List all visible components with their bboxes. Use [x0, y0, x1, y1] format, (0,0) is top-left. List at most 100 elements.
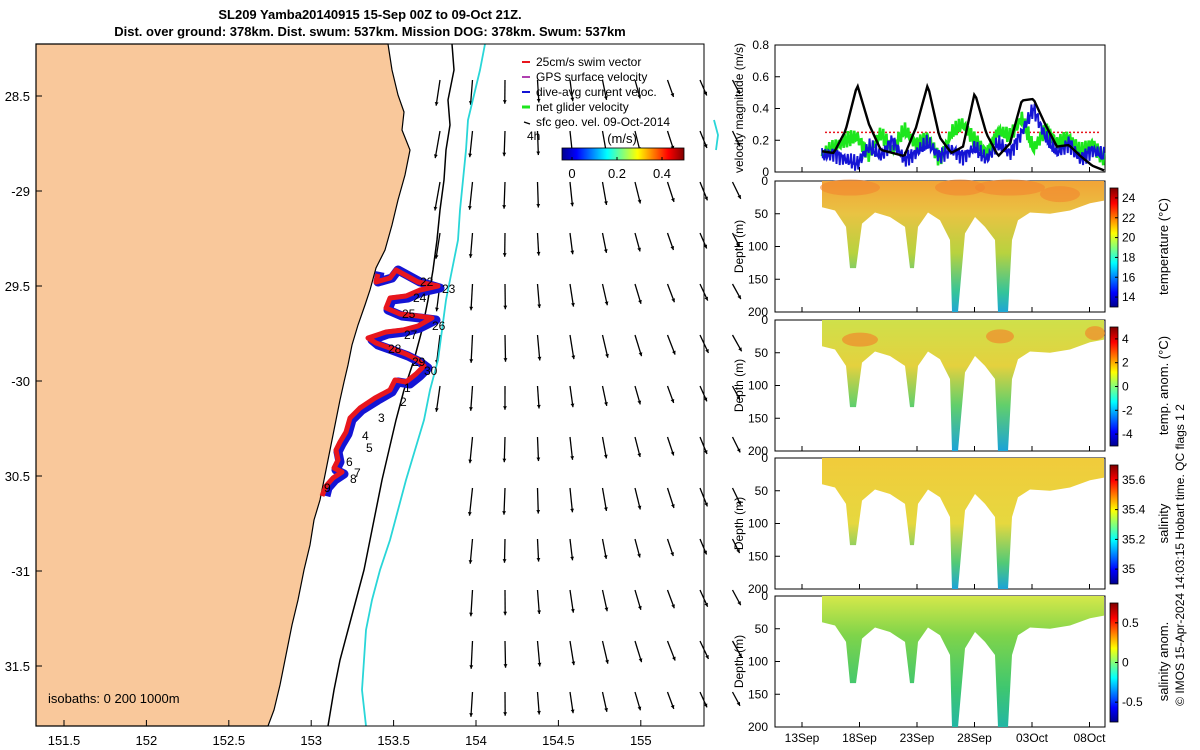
time-tick-label: 23Sep — [900, 731, 935, 745]
isobath-label: isobaths: 0 200 1000m — [48, 691, 180, 706]
section-cbar-tick-label: 20 — [1122, 231, 1136, 245]
track-day-label: 5 — [366, 441, 373, 455]
velocity-arrow-head — [570, 403, 575, 408]
legend-label: 25cm/s swim vector — [536, 55, 641, 69]
map-y-tick-label: 30.5 — [5, 469, 30, 484]
section-ylabel: Depth (m) — [732, 635, 746, 688]
velocity-arrow-head — [570, 709, 575, 714]
section-y-tick-label: 200 — [748, 444, 768, 458]
track-day-label: 3 — [378, 411, 385, 425]
map-x-tick-label: 154.5 — [542, 733, 575, 748]
section-cbar-tick-label: -0.5 — [1122, 695, 1143, 709]
section-cbar-tick-label: -2 — [1122, 403, 1133, 417]
velocity-arrow-head — [638, 299, 642, 304]
velocity-arrow-head — [537, 356, 542, 361]
section-ylabel: Depth (m) — [732, 497, 746, 550]
velocity-arrow-head — [637, 553, 641, 558]
velocity-arrow-head — [502, 511, 507, 515]
velocity-arrow-head — [670, 398, 675, 403]
velocity-arrow-head — [670, 451, 675, 456]
velocity-arrow — [470, 385, 474, 411]
velocity-arrow — [434, 181, 441, 211]
legend-label: net glider velocity — [536, 100, 629, 114]
section-cbar-tick-label: 14 — [1122, 290, 1136, 304]
velocity-arrow — [634, 487, 641, 510]
velocity-arrow-head — [468, 254, 473, 258]
section-y-tick-label: 150 — [748, 687, 768, 701]
velocity-arrow-head — [637, 706, 642, 711]
isobath-1000m-fragment — [713, 119, 719, 151]
velocity-arrow — [569, 181, 574, 207]
velocity-arrow — [569, 334, 575, 360]
velocity-arrow — [601, 181, 608, 206]
velocity-arrow-head — [536, 203, 541, 208]
velocity-arrow-head — [469, 407, 473, 411]
velocity-arrow-head — [736, 242, 740, 247]
velocity-arrow — [536, 283, 541, 309]
section-y-tick-label: 0 — [761, 174, 768, 188]
velocity-arrow-head — [736, 448, 741, 453]
section-y-tick-label: 0 — [761, 451, 768, 465]
velocity-arrow-head — [638, 605, 642, 610]
green-velocity-line — [820, 111, 1106, 166]
time-tick-label: 28Sep — [957, 731, 992, 745]
track-day-label: 24 — [413, 291, 427, 305]
colorbar-tick-label: 0.2 — [608, 166, 626, 181]
velocity-arrow-head — [469, 359, 474, 363]
velocity-arrow — [503, 181, 506, 209]
velocity-arrow-head — [637, 199, 642, 204]
velocity-arrow-head — [737, 500, 741, 505]
section-y-tick-label: 100 — [748, 517, 768, 531]
map-colorbar-gradient — [561, 147, 685, 161]
velocity-arrow-head — [469, 306, 474, 311]
map-colorbar-ticks: 0 0.2 0.4 — [568, 157, 671, 181]
section-cbar-tick-label: 35.2 — [1122, 532, 1146, 546]
velocity-arrow-head — [570, 556, 575, 561]
velocity-arrow-head — [671, 604, 675, 609]
section-cbar-tick-label: 0.5 — [1122, 616, 1139, 630]
section-y-tick-label: 0 — [761, 313, 768, 327]
velocity-ylabel: velocity magnitude (m/s) — [732, 43, 746, 173]
velocity-arrow — [601, 589, 608, 612]
velocity-arrow-head — [671, 298, 675, 303]
map-y-tick-label: 29.5 — [5, 279, 30, 294]
velocity-arrow — [469, 79, 474, 105]
velocity-arrow-head — [604, 201, 608, 205]
velocity-arrow-head — [433, 206, 438, 211]
velocity-arrow-head — [434, 101, 439, 106]
velocity-arrow-head — [704, 502, 708, 507]
velocity-arrow — [536, 130, 540, 156]
map-x-tick-label: 155 — [630, 733, 652, 748]
section-cbar-label: salinity anom. — [1156, 622, 1171, 701]
velocity-arrow — [634, 334, 643, 357]
legend-label: dive-avg current veloc. — [536, 85, 657, 99]
warm-patch — [935, 179, 985, 196]
land-area — [35, 43, 411, 727]
velocity-arrow-head — [603, 555, 608, 559]
map-y-tick-label: -30 — [11, 374, 30, 389]
velocity-arrow-head — [503, 305, 508, 310]
section-panels: Depth (m)050100150200141618202224tempera… — [732, 174, 1171, 734]
section-panel: Depth (m) 0 50 100 150 200 35 35.2 35.4 35.6 salin… — [732, 451, 1171, 596]
section-colorbar — [1109, 187, 1119, 308]
map-x-tick-label: 153.5 — [377, 733, 410, 748]
velocity-arrow-head — [737, 295, 741, 300]
velocity-arrow — [469, 130, 474, 158]
velocity-arrow — [470, 334, 474, 363]
velocity-arrow-head — [738, 347, 742, 352]
track-day-label: 8 — [350, 472, 357, 486]
velocity-arrow — [503, 130, 506, 157]
velocity-arrow-head — [503, 664, 508, 668]
time-tick-label: 18Sep — [842, 731, 877, 745]
map-y-ticks: 28.5 -29 29.5 -30 30.5 -31 31.5 — [5, 89, 42, 674]
track-day-label: 25 — [402, 307, 416, 321]
isobath-1000m — [361, 43, 486, 727]
velocity-y-tick-label: 0 — [762, 165, 769, 179]
velocity-arrow-head — [703, 144, 708, 149]
track-day-label: 1 — [404, 381, 411, 395]
velocity-arrow-head — [637, 400, 642, 405]
velocity-arrow — [569, 487, 574, 513]
velocity-arrow — [569, 283, 575, 307]
